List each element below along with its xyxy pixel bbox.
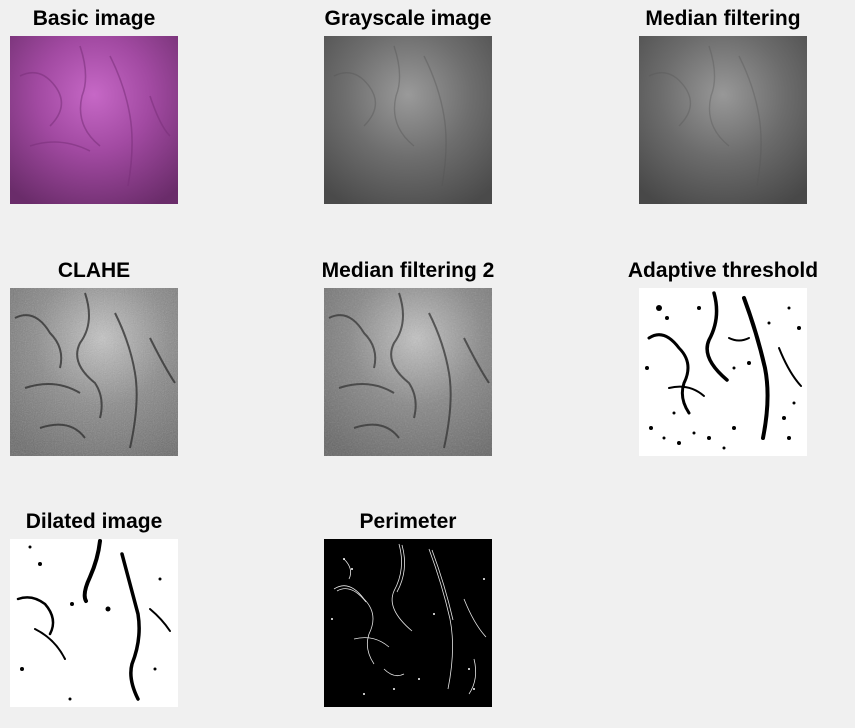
panel-title: Grayscale image <box>324 7 492 30</box>
panel-title: Median filtering 2 <box>321 259 495 282</box>
grayscale-image-plot <box>324 36 492 204</box>
panel-title: Perimeter <box>359 510 457 533</box>
panel-title: CLAHE <box>57 259 131 282</box>
clahe-axes <box>10 288 178 456</box>
clahe-plot <box>10 288 178 456</box>
median-filtering-2-plot <box>324 288 492 456</box>
grayscale-image-axes <box>324 36 492 204</box>
median-filtering-plot <box>639 36 807 204</box>
panel-title: Median filtering <box>645 7 801 30</box>
panel-title: Basic image <box>32 7 156 30</box>
adaptive-threshold-plot <box>639 288 807 456</box>
median-filtering-axes <box>639 36 807 204</box>
basic-image-plot <box>10 36 178 204</box>
perimeter-plot <box>324 539 492 707</box>
basic-image-axes <box>10 36 178 204</box>
adaptive-threshold-axes <box>639 288 807 456</box>
panel-title: Dilated image <box>25 510 163 533</box>
median-filtering-2-axes <box>324 288 492 456</box>
dilated-image-axes <box>10 539 178 707</box>
dilated-image-plot <box>10 539 178 707</box>
perimeter-axes <box>324 539 492 707</box>
panel-title: Adaptive threshold <box>627 259 819 282</box>
